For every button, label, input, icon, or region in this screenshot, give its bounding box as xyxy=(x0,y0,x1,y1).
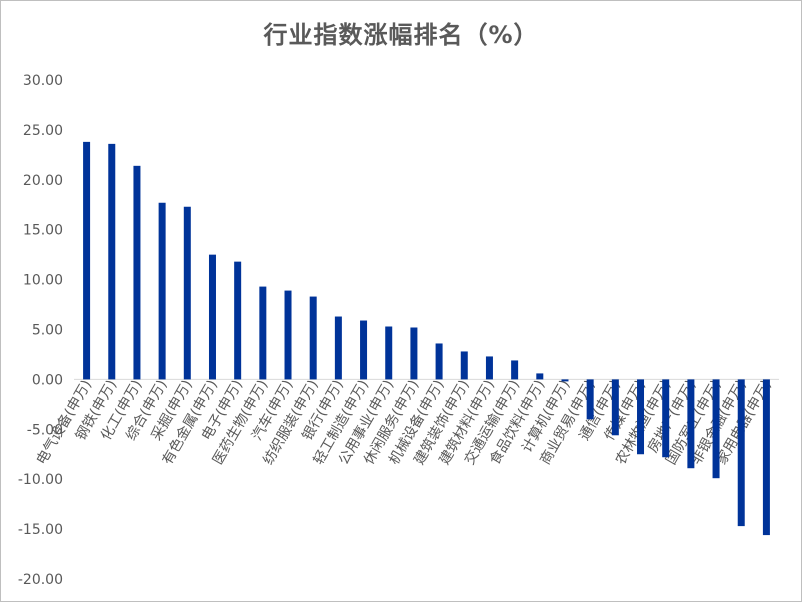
bar xyxy=(183,206,191,380)
bar xyxy=(611,379,619,436)
bar xyxy=(158,202,166,380)
y-tick-label: 30.00 xyxy=(23,73,63,89)
bar xyxy=(284,290,292,380)
y-tick-label: -5.00 xyxy=(27,422,63,438)
bar xyxy=(712,379,720,479)
bar xyxy=(762,379,770,536)
bar xyxy=(485,356,493,380)
y-tick-label: 0.00 xyxy=(32,372,63,388)
bar xyxy=(687,379,695,469)
bar xyxy=(334,316,342,380)
bar xyxy=(309,296,317,380)
bar xyxy=(737,379,745,527)
bar xyxy=(385,326,393,380)
y-tick-label: -20.00 xyxy=(18,572,63,588)
y-tick-label: 5.00 xyxy=(32,323,63,339)
y-tick-label: 10.00 xyxy=(23,273,63,289)
bar xyxy=(561,379,569,382)
bar xyxy=(435,343,443,380)
bar xyxy=(662,379,670,458)
bar xyxy=(234,261,242,380)
bar xyxy=(360,320,368,380)
bar xyxy=(259,286,267,380)
bar xyxy=(637,379,645,455)
bar xyxy=(208,254,216,380)
bar xyxy=(460,351,468,380)
y-tick-label: 20.00 xyxy=(23,173,63,189)
bar xyxy=(133,165,141,380)
bar xyxy=(536,373,544,380)
y-tick-label: -15.00 xyxy=(18,522,63,538)
y-tick-label: -10.00 xyxy=(18,472,63,488)
bar xyxy=(511,360,519,380)
bar xyxy=(108,143,116,380)
y-tick-label: 15.00 xyxy=(23,223,63,239)
chart-title: 行业指数涨幅排名（%） xyxy=(263,21,539,49)
bar xyxy=(83,141,91,380)
y-tick-label: 25.00 xyxy=(23,123,63,139)
bar xyxy=(586,379,594,420)
bar xyxy=(410,327,418,380)
